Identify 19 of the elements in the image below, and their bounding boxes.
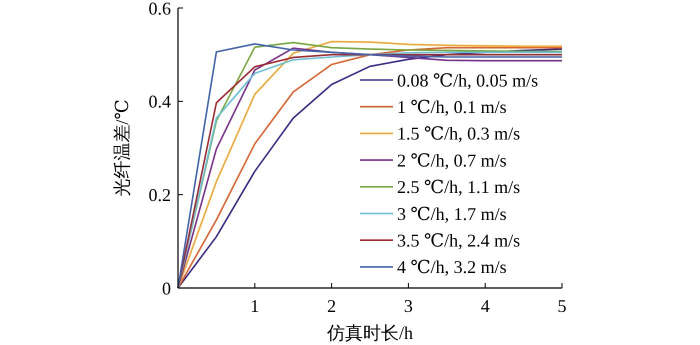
legend-label: 1.5 ℃/h, 0.3 m/s — [397, 124, 520, 144]
legend-label: 3 ℃/h, 1.7 m/s — [397, 204, 507, 224]
x-tick-label: 4 — [480, 296, 490, 316]
legend-label: 0.08 ℃/h, 0.05 m/s — [397, 70, 538, 90]
x-axis-title: 仿真时长/h — [326, 323, 414, 343]
y-axis-title: 光纤温差/℃ — [112, 99, 132, 197]
y-tick-label: 0 — [162, 278, 171, 298]
y-tick-label: 0.6 — [148, 0, 171, 18]
x-tick-label: 5 — [558, 296, 566, 316]
y-tick-label: 0.2 — [148, 184, 171, 205]
legend-label: 4 ℃/h, 3.2 m/s — [397, 257, 507, 278]
legend-label: 2 ℃/h, 0.7 m/s — [397, 150, 507, 170]
x-tick-label: 2 — [327, 296, 336, 316]
legend-label: 3.5 ℃/h, 2.4 m/s — [397, 230, 520, 250]
x-tick-label: 1 — [250, 296, 260, 316]
legend-label: 1 ℃/h, 0.1 m/s — [397, 97, 507, 117]
y-tick-label: 0.4 — [148, 92, 171, 112]
x-tick-label: 3 — [404, 296, 413, 316]
legend-label: 2.5 ℃/h, 1.1 m/s — [397, 177, 520, 198]
